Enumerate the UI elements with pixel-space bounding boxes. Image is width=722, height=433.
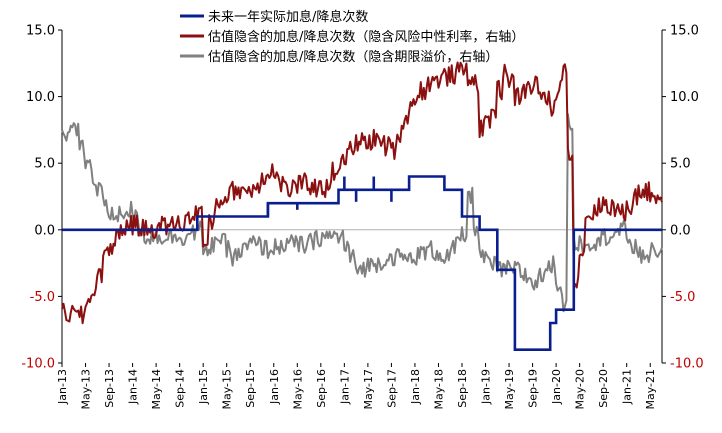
left-tick-label: -10.0 (21, 357, 55, 372)
legend-item-actual-label: 未来一年实际加息/降息次数 (208, 9, 368, 25)
x-tick-label: May-14 (150, 369, 163, 410)
x-tick-label: Jan-18 (409, 369, 422, 405)
x-tick-label: May-16 (291, 369, 304, 410)
x-tick-label: Jan-19 (480, 369, 493, 405)
series-actual-line (62, 175, 662, 351)
right-tick-label: 0.0 (670, 223, 691, 238)
x-tick-label: Sep-13 (103, 369, 116, 408)
x-tick-label: May-17 (362, 369, 375, 410)
x-tick-label: Sep-14 (174, 369, 187, 408)
x-tick-label: Jan-14 (127, 369, 140, 405)
x-tick-label: Sep-19 (527, 369, 540, 408)
legend-item-implied-risk-free-label: 估值隐含的加息/降息次数（隐含风险中性利率，右轴） (208, 29, 524, 45)
left-tick-label: -5.0 (30, 290, 55, 305)
x-tick-label: Sep-20 (597, 369, 610, 408)
x-tick-label: Jan-21 (621, 369, 634, 405)
x-tick-label: Jan-20 (550, 369, 563, 405)
x-tick-label: Sep-18 (456, 369, 469, 408)
series-implied-term-spread-line (61, 113, 663, 313)
x-tick-label: May-18 (432, 369, 445, 410)
right-tick-label: 5.0 (670, 157, 691, 172)
x-tick-label: Jan-17 (338, 369, 351, 405)
x-tick-label: Jan-13 (56, 369, 69, 405)
right-tick-label: -10.0 (670, 357, 704, 372)
x-tick-label: Sep-16 (315, 369, 328, 408)
series-implied-risk-free-line (61, 61, 663, 325)
right-tick-label: -5.0 (670, 290, 695, 305)
left-tick-label: 5.0 (34, 157, 55, 172)
left-tick-label: 15.0 (26, 24, 55, 39)
left-tick-label: 10.0 (26, 90, 55, 105)
x-tick-label: Sep-17 (385, 369, 398, 408)
right-tick-label: 10.0 (670, 90, 699, 105)
x-tick-label: Sep-15 (244, 369, 257, 408)
x-tick-label: Jan-16 (268, 369, 281, 405)
legend-item-implied-term-spread-label: 估值隐含的加息/降息次数（隐含期限溢价，右轴） (208, 49, 498, 65)
x-tick-label: May-20 (574, 369, 587, 410)
series-layer (61, 61, 663, 351)
x-tick-label: May-19 (503, 369, 516, 410)
right-tick-label: 15.0 (670, 24, 699, 39)
x-tick-label: May-15 (221, 369, 234, 410)
left-tick-label: 0.0 (34, 223, 55, 238)
x-tick-label: May-21 (644, 369, 657, 410)
x-tick-label: Jan-15 (197, 369, 210, 405)
x-tick-label: May-13 (80, 369, 93, 410)
